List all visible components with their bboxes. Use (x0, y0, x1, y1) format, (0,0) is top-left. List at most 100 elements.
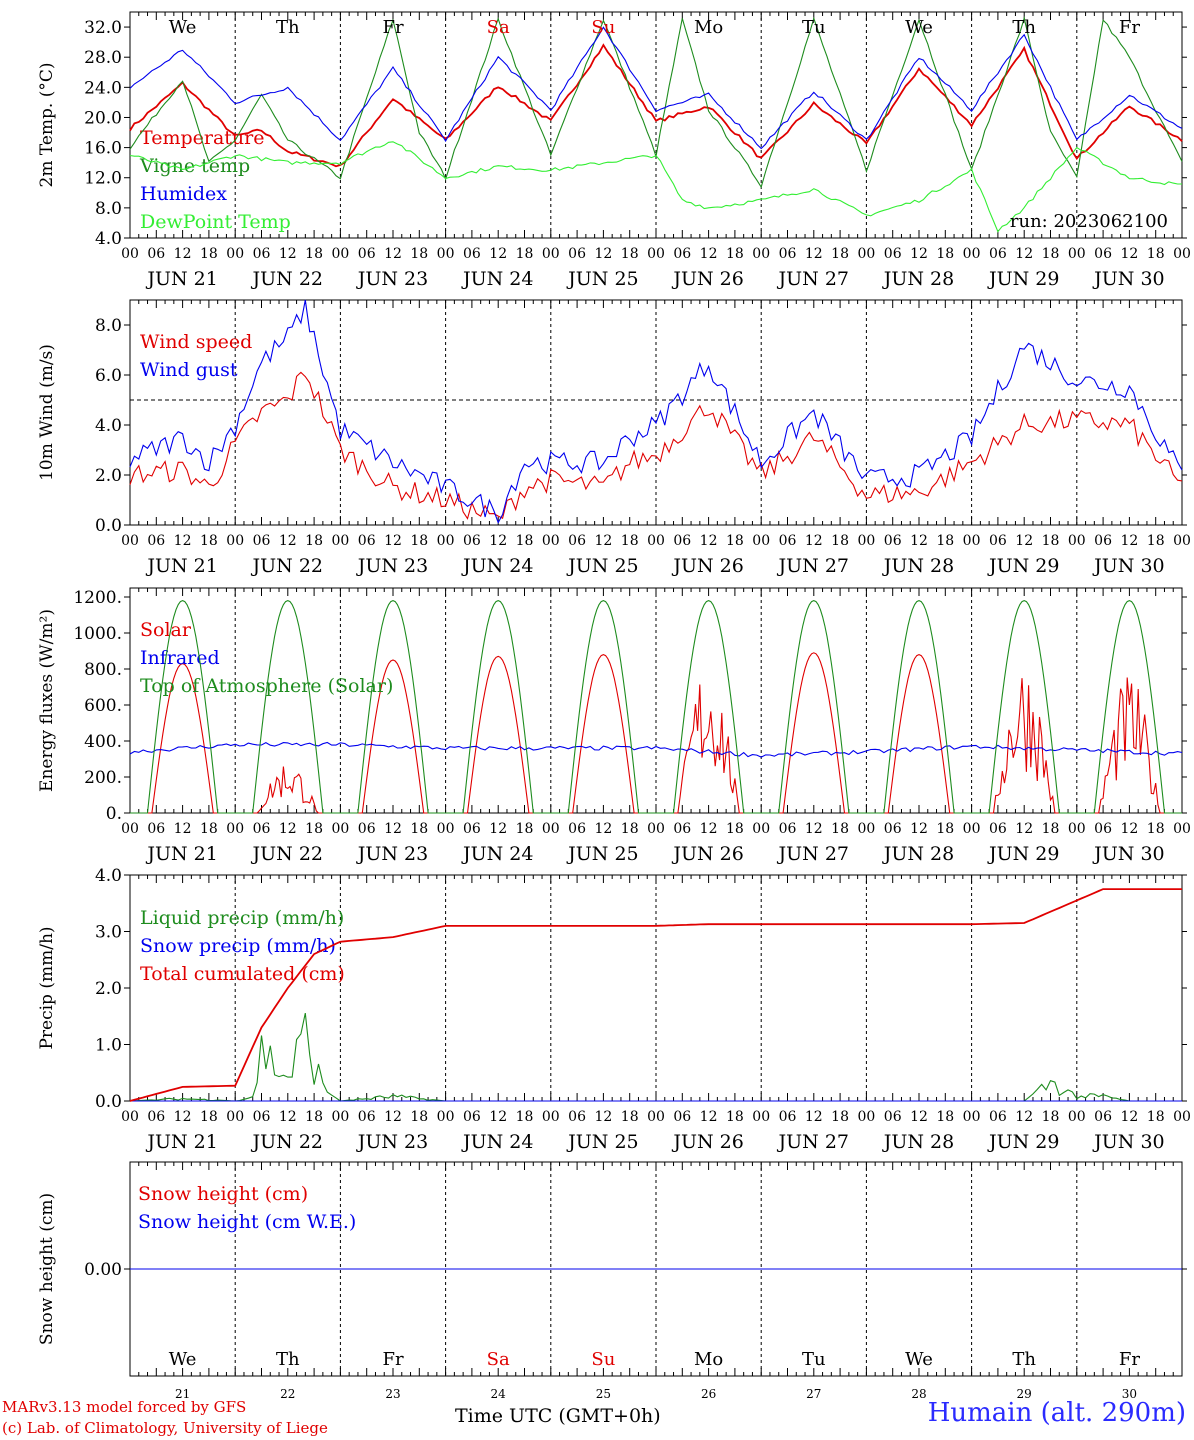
legend-entry: Wind gust (140, 359, 238, 381)
hour-tick-label: 18 (726, 1109, 744, 1125)
y-tick-label: 2.0 (95, 466, 122, 486)
hour-tick-label: 00 (857, 533, 875, 549)
date-label: JUN 21 (145, 843, 217, 865)
hour-tick-label: 06 (463, 821, 481, 837)
date-label: JUN 29 (987, 555, 1059, 577)
weekday-label: Th (1012, 1349, 1036, 1370)
hour-tick-label: 12 (594, 533, 612, 549)
hour-tick-label: 00 (331, 821, 349, 837)
hour-tick-label: 06 (253, 821, 271, 837)
date-label: JUN 27 (777, 1131, 849, 1153)
hour-tick-label: 18 (831, 533, 849, 549)
legend-entry: Snow height (cm W.E.) (138, 1211, 356, 1233)
date-label: JUN 30 (1092, 1131, 1164, 1153)
hour-tick-label: 00 (857, 246, 875, 262)
y-tick-label: 4.0 (95, 229, 122, 249)
hour-tick-label: 06 (358, 533, 376, 549)
date-label: JUN 30 (1092, 555, 1164, 577)
weekday-label: Mo (694, 17, 723, 38)
hour-tick-label: 12 (805, 1109, 823, 1125)
date-label: JUN 24 (461, 1131, 533, 1153)
hour-tick-label: 12 (489, 533, 507, 549)
hour-tick-label: 18 (621, 821, 639, 837)
day-number-label: 25 (596, 1387, 611, 1401)
hour-tick-label: 12 (174, 246, 192, 262)
panel-frame (129, 587, 1183, 814)
hour-tick-label: 00 (963, 1109, 981, 1125)
hour-tick-label: 12 (489, 821, 507, 837)
legend-entry: Liquid precip (mm/h) (140, 907, 344, 929)
hour-tick-label: 00 (647, 1109, 665, 1125)
date-label: JUN 23 (356, 843, 428, 865)
date-label: JUN 25 (566, 843, 638, 865)
date-label: JUN 25 (566, 1131, 638, 1153)
hour-tick-label: 00 (752, 533, 770, 549)
hour-tick-label: 06 (358, 821, 376, 837)
hour-tick-label: 18 (410, 821, 428, 837)
weekday-label: Sa (487, 1349, 510, 1370)
legend-entry: Humidex (140, 183, 227, 205)
hour-tick-label: 06 (884, 533, 902, 549)
hour-tick-label: 12 (910, 1109, 928, 1125)
hour-tick-label: 00 (121, 533, 139, 549)
date-label: JUN 30 (1092, 268, 1164, 290)
hour-tick-label: 18 (305, 1109, 323, 1125)
legend-entry: DewPoint Temp (140, 211, 291, 233)
hour-tick-label: 12 (384, 821, 402, 837)
series-line (130, 599, 1182, 814)
legend-entry: Wind speed (140, 331, 252, 353)
hour-tick-label: 06 (358, 1109, 376, 1125)
day-number-label: 30 (1122, 1387, 1137, 1401)
date-label: JUN 29 (987, 1131, 1059, 1153)
hour-tick-label: 00 (857, 1109, 875, 1125)
hour-tick-label: 00 (963, 246, 981, 262)
series-line (129, 26, 1183, 150)
series-line (129, 299, 1183, 524)
date-label: JUN 26 (671, 268, 743, 290)
hour-tick-label: 06 (989, 821, 1007, 837)
hour-tick-label: 00 (437, 1109, 455, 1125)
run-label: run: 2023062100 (1010, 211, 1168, 232)
hour-tick-label: 12 (805, 821, 823, 837)
legend-entry: Top of Atmosphere (Solar) (140, 675, 393, 697)
y-tick-label: 1200. (73, 588, 122, 608)
hour-tick-label: 00 (226, 533, 244, 549)
hour-tick-label: 06 (358, 246, 376, 262)
station-label: Humain (alt. 290m) (927, 1398, 1186, 1428)
lab-credit: (c) Lab. of Climatology, University of L… (2, 1419, 328, 1437)
weekday-label: We (169, 17, 197, 38)
hour-tick-label: 00 (1068, 821, 1086, 837)
y-tick-label: 20.0 (84, 108, 122, 128)
date-label: JUN 27 (777, 268, 849, 290)
hour-tick-label: 12 (279, 246, 297, 262)
y-tick-label: 400. (84, 732, 122, 752)
hour-tick-label: 18 (516, 533, 534, 549)
hour-tick-label: 06 (253, 533, 271, 549)
hour-tick-label: 18 (936, 533, 954, 549)
hour-tick-label: 06 (673, 246, 691, 262)
hour-tick-label: 12 (384, 533, 402, 549)
hour-tick-label: 06 (568, 246, 586, 262)
hour-tick-label: 18 (1042, 1109, 1060, 1125)
y-tick-label: 8.0 (95, 316, 122, 336)
hour-tick-label: 12 (700, 1109, 718, 1125)
hour-tick-label: 06 (253, 1109, 271, 1125)
hour-tick-label: 06 (147, 821, 165, 837)
y-axis-label: 10m Wind (m/s) (37, 344, 57, 481)
weekday-label: Fr (382, 1349, 403, 1370)
hour-tick-label: 00 (121, 246, 139, 262)
hour-tick-label: 18 (936, 1109, 954, 1125)
y-axis-label: 2m Temp. (°C) (37, 62, 57, 187)
date-label: JUN 27 (777, 843, 849, 865)
series-line (129, 141, 1182, 233)
legend-entry: Infrared (140, 647, 220, 669)
day-number-label: 28 (911, 1387, 926, 1401)
hour-tick-label: 12 (1015, 821, 1033, 837)
legend-entry: Temperature (140, 127, 264, 149)
hour-tick-label: 06 (989, 1109, 1007, 1125)
hour-tick-label: 18 (516, 821, 534, 837)
y-tick-label: 4.0 (95, 416, 122, 436)
hour-tick-label: 06 (147, 246, 165, 262)
hour-tick-label: 12 (279, 1109, 297, 1125)
time-axis-title: Time UTC (GMT+0h) (455, 1405, 661, 1427)
